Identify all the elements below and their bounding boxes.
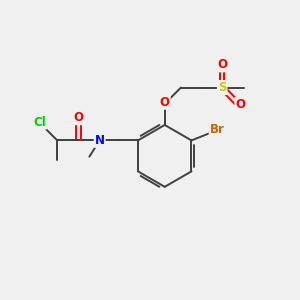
Text: Br: Br [210, 123, 225, 136]
Text: Cl: Cl [33, 116, 46, 129]
Text: N: N [95, 134, 105, 147]
Text: O: O [236, 98, 245, 111]
Text: O: O [160, 96, 170, 109]
Text: S: S [218, 81, 226, 94]
Text: S: S [218, 81, 226, 94]
Text: O: O [217, 58, 227, 71]
Text: O: O [74, 111, 83, 124]
